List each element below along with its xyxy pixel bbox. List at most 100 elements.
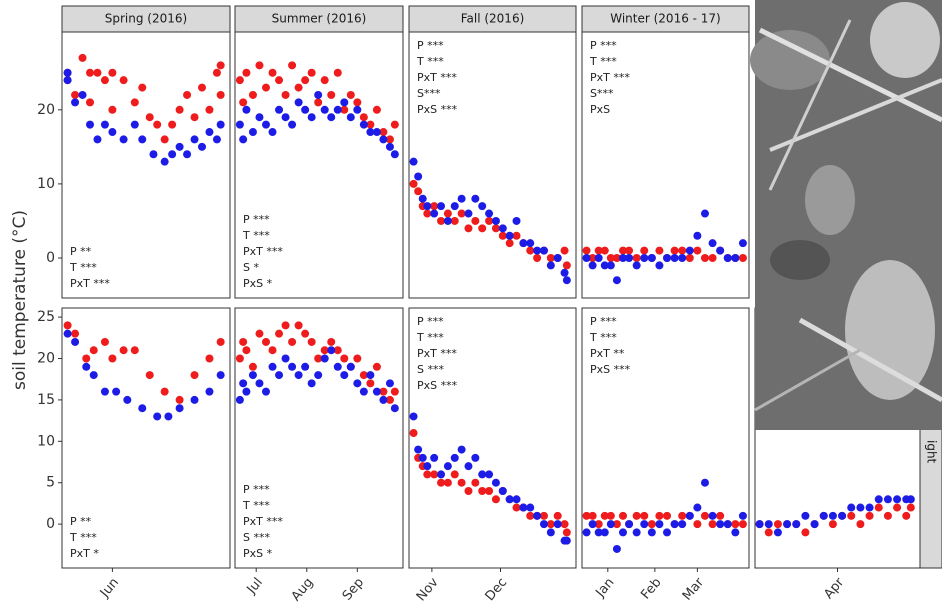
point: [828, 520, 837, 529]
point: [874, 495, 883, 504]
point: [505, 239, 514, 248]
point: [261, 120, 270, 129]
point: [632, 253, 641, 262]
strip: [61, 5, 231, 33]
point: [883, 511, 892, 520]
point: [239, 337, 248, 346]
point: [301, 329, 310, 338]
point: [288, 337, 297, 346]
point: [491, 495, 500, 504]
point: [385, 395, 394, 404]
point: [618, 246, 627, 255]
point: [430, 453, 439, 462]
point: [123, 395, 132, 404]
point: [838, 511, 847, 520]
point: [346, 113, 355, 122]
point: [618, 511, 627, 520]
point: [526, 239, 535, 248]
point: [685, 246, 694, 255]
annotation: PxT *: [70, 547, 99, 560]
point: [612, 253, 621, 262]
point: [708, 511, 717, 520]
point: [430, 202, 439, 211]
point: [423, 209, 432, 218]
point: [700, 478, 709, 487]
point: [366, 371, 375, 380]
point: [119, 76, 128, 85]
point: [505, 495, 514, 504]
point: [288, 61, 297, 70]
point: [145, 113, 154, 122]
point: [678, 253, 687, 262]
point: [108, 105, 117, 114]
point: [153, 412, 162, 421]
point: [663, 528, 672, 537]
point: [333, 346, 342, 355]
point: [112, 387, 121, 396]
point: [606, 261, 615, 270]
point: [242, 346, 251, 355]
y-tick-label: 20: [37, 351, 55, 367]
annotation: PxS *: [243, 277, 273, 290]
point: [464, 486, 473, 495]
point: [670, 253, 679, 262]
point: [314, 98, 323, 107]
point: [71, 337, 80, 346]
photo-stem: [754, 348, 861, 412]
point: [485, 216, 494, 225]
point: [423, 470, 432, 479]
x-tick-label: Jul: [244, 575, 266, 597]
point: [212, 68, 221, 77]
point: [471, 478, 480, 487]
point: [655, 520, 664, 529]
point: [183, 150, 192, 159]
point: [478, 470, 487, 479]
point: [390, 404, 399, 413]
point: [409, 429, 418, 438]
point: [865, 503, 874, 512]
point: [379, 135, 388, 144]
photo: [750, 0, 942, 430]
point: [153, 120, 162, 129]
point: [385, 379, 394, 388]
point: [288, 120, 297, 129]
point: [414, 187, 423, 196]
point: [327, 113, 336, 122]
point: [874, 503, 883, 512]
point: [663, 253, 672, 262]
point: [457, 445, 466, 454]
point: [562, 536, 571, 545]
x-tick-label: Aug: [289, 575, 317, 604]
point: [333, 362, 342, 371]
point: [372, 105, 381, 114]
point: [294, 321, 303, 330]
point: [437, 478, 446, 487]
point: [612, 276, 621, 285]
point: [600, 511, 609, 520]
annotation: P ***: [417, 39, 444, 52]
point: [731, 520, 740, 529]
point: [160, 157, 169, 166]
row-strip-label: ight: [925, 440, 939, 464]
point: [773, 528, 782, 537]
point: [693, 503, 702, 512]
point: [164, 412, 173, 421]
photo-clod: [770, 240, 830, 280]
annotation: PxT ***: [243, 515, 283, 528]
point: [539, 520, 548, 529]
point: [160, 135, 169, 144]
point: [828, 511, 837, 520]
point: [700, 253, 709, 262]
point: [255, 113, 264, 122]
point: [625, 253, 634, 262]
point: [588, 520, 597, 529]
point: [505, 231, 514, 240]
point: [582, 528, 591, 537]
point: [670, 246, 679, 255]
annotation: P ***: [243, 483, 270, 496]
photo-stem: [769, 78, 942, 152]
annotation: T ***: [69, 531, 97, 544]
y-tick-label: 0: [46, 516, 55, 532]
point: [268, 128, 277, 137]
annotation: P ***: [590, 315, 617, 328]
